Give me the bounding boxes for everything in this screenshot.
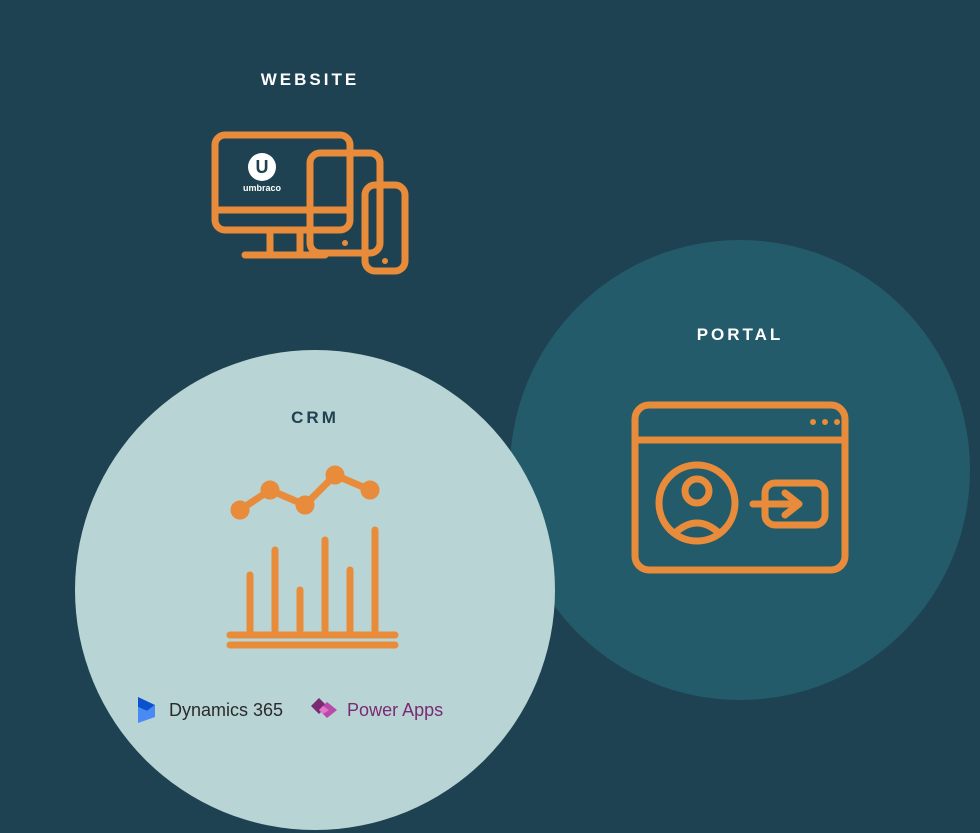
dynamics-365-brand: Dynamics 365 <box>135 695 283 725</box>
umbraco-text: umbraco <box>243 183 281 193</box>
power-apps-brand: Power Apps <box>311 696 443 724</box>
umbraco-badge: U umbraco <box>243 153 281 193</box>
crm-brands: Dynamics 365 Power Apps <box>135 695 443 725</box>
devices-icon: U umbraco <box>205 115 415 285</box>
diagram-stage: WEBSITE U umbraco PORTAL <box>0 0 980 833</box>
portal-label: PORTAL <box>640 325 840 345</box>
portal-login-icon <box>625 395 855 580</box>
crm-label: CRM <box>245 408 385 428</box>
powerapps-icon <box>311 696 339 724</box>
powerapps-text: Power Apps <box>347 700 443 721</box>
website-label: WEBSITE <box>220 70 400 90</box>
analytics-icon <box>215 455 415 660</box>
dynamics-text: Dynamics 365 <box>169 700 283 721</box>
dynamics-icon <box>135 695 161 725</box>
umbraco-icon: U <box>248 153 276 181</box>
